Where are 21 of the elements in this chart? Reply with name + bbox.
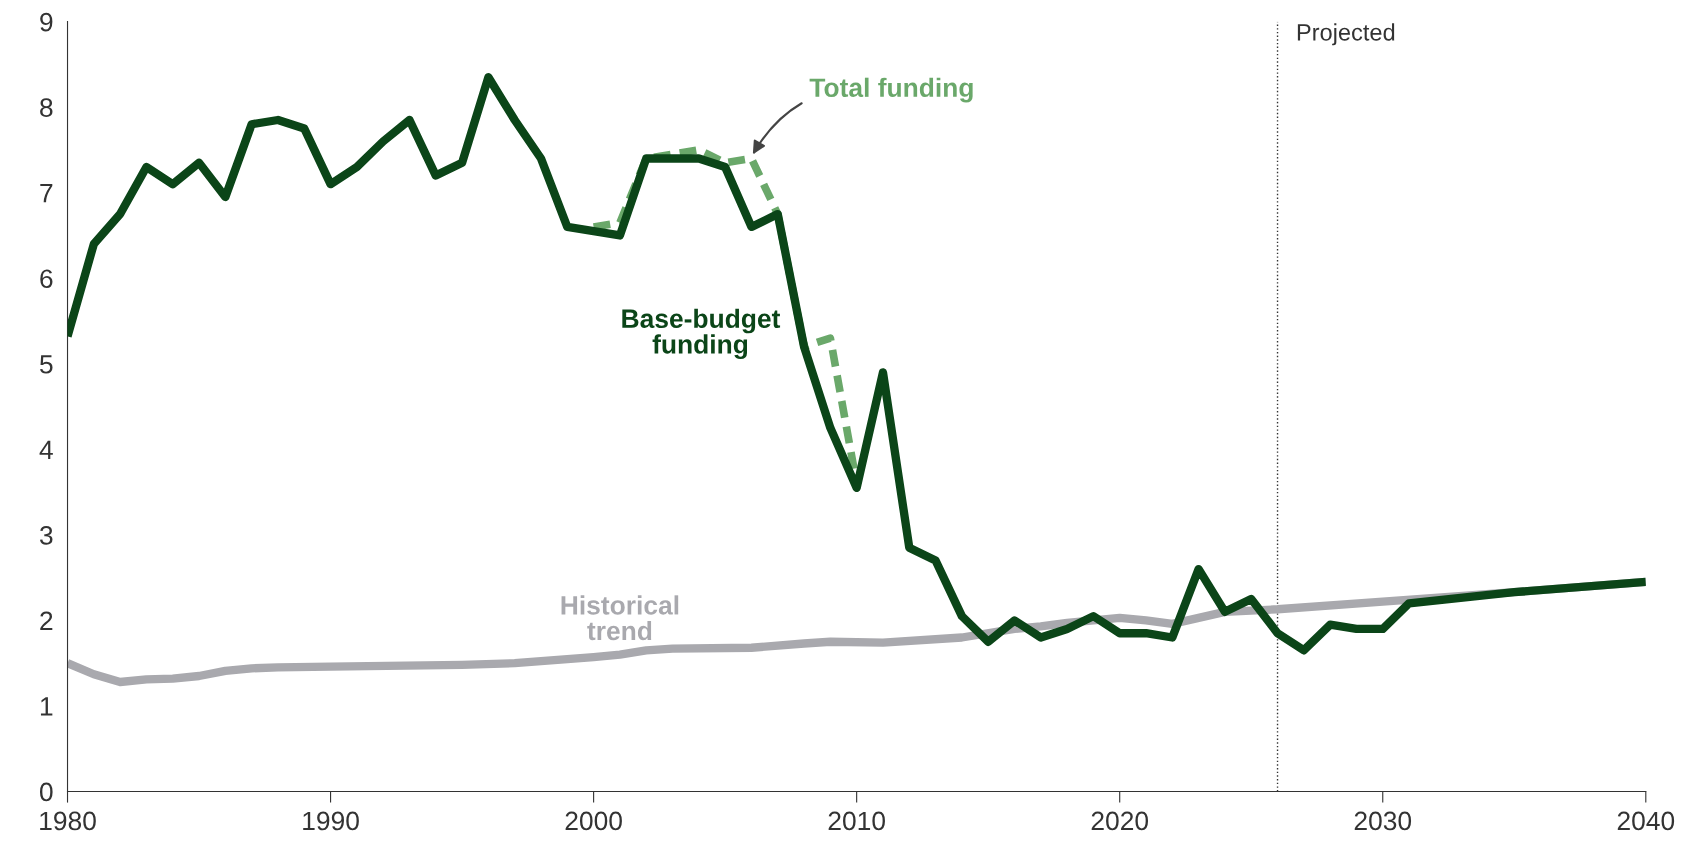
x-tick-label: 2040 xyxy=(1617,811,1675,831)
x-tick-label: 2030 xyxy=(1354,811,1412,831)
text: Total funding xyxy=(809,77,973,103)
x-tick-label: 2000 xyxy=(565,811,622,831)
y-tick-label: 9 xyxy=(40,12,53,32)
series-label: Base-budget funding xyxy=(622,308,781,360)
y-tick-label: 2 xyxy=(40,611,53,630)
y-tick-label: 0 xyxy=(39,782,53,802)
y-tick-label: 8 xyxy=(40,98,53,117)
series-label: Historical trend xyxy=(561,595,679,641)
x-tick-label: 1980 xyxy=(40,811,96,831)
y-tick-label: 5 xyxy=(40,355,53,374)
x-tick-label: 2010 xyxy=(828,811,885,831)
x-tick-label: 2020 xyxy=(1091,811,1149,831)
y-tick-label: 7 xyxy=(40,184,53,203)
y-tick-label: 6 xyxy=(40,269,53,289)
ref-line-label: Projected xyxy=(1297,23,1395,46)
y-tick-label: 3 xyxy=(39,525,53,545)
x-tick-label: 1990 xyxy=(303,811,359,831)
y-tick-label: 1 xyxy=(40,697,53,716)
y-tick-label: 4 xyxy=(39,440,53,459)
